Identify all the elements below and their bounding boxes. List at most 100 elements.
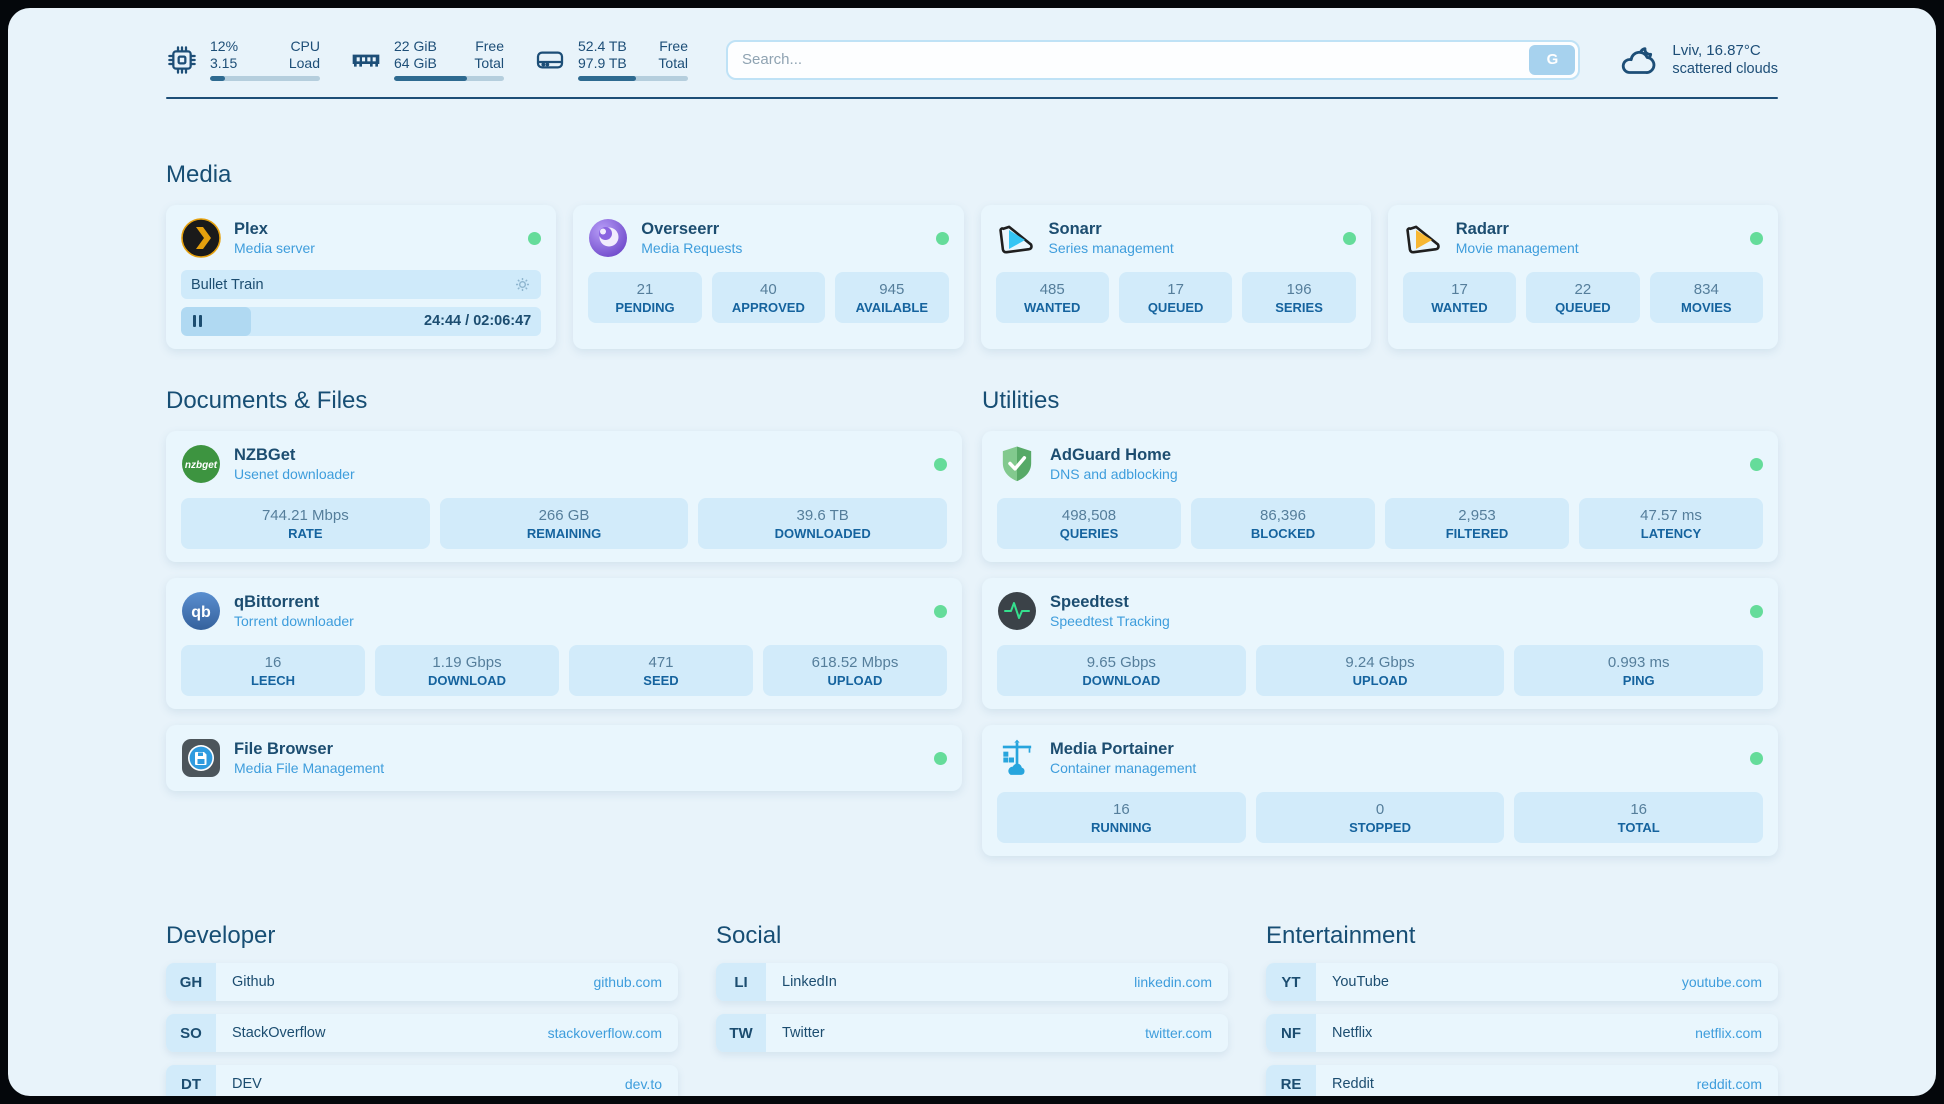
service-card-qbittorrent[interactable]: qb qBittorrent Torrent downloader 16 LEE… xyxy=(166,578,962,709)
bookmark-linkedin[interactable]: LI LinkedIn linkedin.com xyxy=(716,963,1228,1001)
service-card-plex[interactable]: Plex Media server Bullet Train xyxy=(166,205,557,349)
stat-tile: 17 WANTED xyxy=(1402,272,1517,323)
bookmark-github[interactable]: GH Github github.com xyxy=(166,963,678,1001)
service-subtitle: Movie management xyxy=(1455,240,1579,256)
stat-tile: 618.52 Mbps UPLOAD xyxy=(763,645,947,696)
service-card-adguard[interactable]: AdGuard Home DNS and adblocking 498,508 … xyxy=(982,431,1778,562)
disk-progress-bar xyxy=(578,76,688,81)
status-dot xyxy=(1342,231,1356,245)
cpu-progress-bar xyxy=(210,76,320,81)
stat-tile: 834 MOVIES xyxy=(1649,272,1764,323)
status-dot xyxy=(934,604,947,618)
service-card-portainer[interactable]: Media Portainer Container management 16 … xyxy=(982,725,1778,856)
bookmark-reddit[interactable]: RE Reddit reddit.com xyxy=(1266,1065,1778,1096)
service-card-overseerr[interactable]: Overseerr Media Requests 21 PENDING 40 A… xyxy=(573,205,964,349)
stat-tile: 0 STOPPED xyxy=(1255,792,1505,843)
search-provider-button[interactable]: G xyxy=(1529,44,1576,75)
adguard-icon xyxy=(997,444,1037,484)
bookmark-url: twitter.com xyxy=(1145,1025,1212,1041)
bookmark-netflix[interactable]: NF Netflix netflix.com xyxy=(1266,1014,1778,1052)
bookmark-name: Netflix xyxy=(1332,1025,1373,1041)
service-title: Sonarr xyxy=(1048,220,1102,238)
stat-tile: 16 LEECH xyxy=(181,645,365,696)
plex-icon xyxy=(181,218,221,258)
top-bar: 12% 3.15 CPU Load 22 GiB xyxy=(166,38,1778,81)
qbittorrent-icon: qb xyxy=(181,591,221,631)
stat-tile: 9.65 Gbps DOWNLOAD xyxy=(997,645,1246,696)
filebrowser-icon xyxy=(181,738,221,778)
now-playing-title: Bullet Train xyxy=(191,276,264,293)
stat-tile: 17 QUEUED xyxy=(1118,272,1233,323)
stat-tile: 945 AVAILABLE xyxy=(835,272,949,323)
cpu-percent: 12% xyxy=(210,38,239,54)
bookmark-group-social: Social LI LinkedIn linkedin.com TW Twitt… xyxy=(716,922,1228,1096)
memory-progress-bar xyxy=(394,76,504,81)
bookmark-abbr: LI xyxy=(716,963,766,1001)
service-subtitle: Usenet downloader xyxy=(234,466,355,482)
radarr-icon xyxy=(1403,218,1443,258)
stat-tile: 485 WANTED xyxy=(995,272,1109,323)
service-subtitle: Media File Management xyxy=(234,760,385,776)
bookmark-twitter[interactable]: TW Twitter twitter.com xyxy=(716,1014,1228,1052)
bookmark-url: stackoverflow.com xyxy=(547,1025,662,1041)
service-card-sonarr[interactable]: Sonarr Series management 485 WANTED 17 Q… xyxy=(980,205,1371,349)
bookmark-youtube[interactable]: YT YouTube youtube.com xyxy=(1266,963,1778,1001)
status-dot xyxy=(1750,751,1763,765)
service-subtitle: Torrent downloader xyxy=(234,613,354,629)
gear-icon[interactable] xyxy=(514,276,531,293)
bookmark-name: Twitter xyxy=(782,1025,825,1041)
stat-tile: 498,508 QUERIES xyxy=(997,498,1181,549)
cpu-load-value: 3.15 xyxy=(210,55,238,71)
bookmark-group-entertainment: Entertainment YT YouTube youtube.com NF … xyxy=(1266,922,1778,1096)
disk-total-label: Total xyxy=(658,55,688,71)
service-subtitle: Media server xyxy=(234,240,315,256)
service-subtitle: Container management xyxy=(1050,760,1197,776)
section-heading-entertainment: Entertainment xyxy=(1266,922,1416,949)
section-documents: Documents & Files nzbget NZBGet Usenet d… xyxy=(166,387,962,856)
status-dot xyxy=(934,751,947,765)
status-dot xyxy=(1750,604,1763,618)
bookmark-abbr: DT xyxy=(166,1065,216,1096)
service-title: Plex xyxy=(234,220,268,238)
pause-icon xyxy=(193,315,202,327)
bookmark-abbr: YT xyxy=(1266,963,1316,1001)
search-input[interactable] xyxy=(728,51,1530,68)
cpu-load-label: Load xyxy=(288,55,320,71)
section-heading-media: Media xyxy=(166,161,232,188)
bookmark-url: linkedin.com xyxy=(1134,974,1212,990)
stat-tile: 266 GB REMAINING xyxy=(439,498,689,549)
bookmark-name: LinkedIn xyxy=(782,974,837,990)
service-subtitle: Speedtest Tracking xyxy=(1050,613,1170,629)
sonarr-icon xyxy=(996,218,1036,258)
stat-tile: 0.993 ms PING xyxy=(1514,645,1764,696)
bookmark-url: dev.to xyxy=(624,1076,662,1092)
memory-free-value: 22 GiB xyxy=(394,38,437,54)
service-card-speedtest[interactable]: Speedtest Speedtest Tracking 9.65 Gbps D… xyxy=(982,578,1778,709)
cpu-label: CPU xyxy=(290,38,320,54)
status-dot xyxy=(528,231,542,245)
service-title: qBittorrent xyxy=(234,593,320,611)
bookmark-name: Github xyxy=(232,974,275,990)
stat-tile: 744.21 Mbps RATE xyxy=(181,498,430,549)
status-dot xyxy=(935,231,949,245)
system-stats: 12% 3.15 CPU Load 22 GiB xyxy=(166,38,688,81)
weather-location-temp: Lviv, 16.87°C xyxy=(1672,42,1761,59)
bookmark-stackoverflow[interactable]: SO StackOverflow stackoverflow.com xyxy=(166,1014,678,1052)
service-title: NZBGet xyxy=(234,446,296,464)
section-heading-utilities: Utilities xyxy=(982,387,1060,414)
status-dot xyxy=(934,457,947,471)
service-card-nzbget[interactable]: nzbget NZBGet Usenet downloader 744.21 M… xyxy=(166,431,962,562)
status-dot xyxy=(1750,457,1763,471)
stat-tile: 471 SEED xyxy=(569,645,753,696)
bookmark-abbr: SO xyxy=(166,1014,216,1052)
disk-total-value: 97.9 TB xyxy=(578,55,627,71)
bookmark-name: Reddit xyxy=(1332,1076,1374,1092)
stat-tile: 22 QUEUED xyxy=(1526,272,1640,323)
weather-widget: Lviv, 16.87°C scattered clouds xyxy=(1618,40,1778,80)
nzbget-icon: nzbget xyxy=(181,444,221,484)
service-title: File Browser xyxy=(234,740,334,758)
disk-free-label: Free xyxy=(659,38,688,54)
bookmark-dev[interactable]: DT DEV dev.to xyxy=(166,1065,678,1096)
service-card-filebrowser[interactable]: File Browser Media File Management xyxy=(166,725,962,791)
service-card-radarr[interactable]: Radarr Movie management 17 WANTED 22 QUE… xyxy=(1387,205,1778,349)
